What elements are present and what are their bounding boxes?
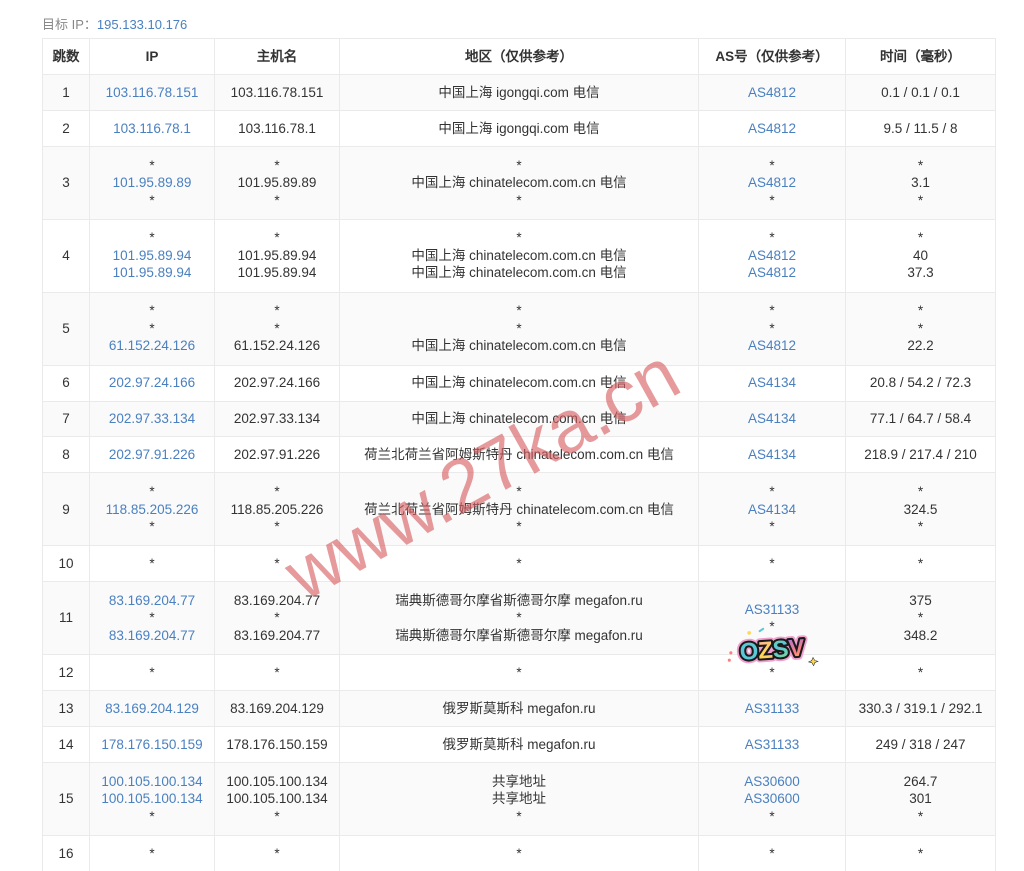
svg-text:OZSV: OZSV — [739, 634, 806, 665]
